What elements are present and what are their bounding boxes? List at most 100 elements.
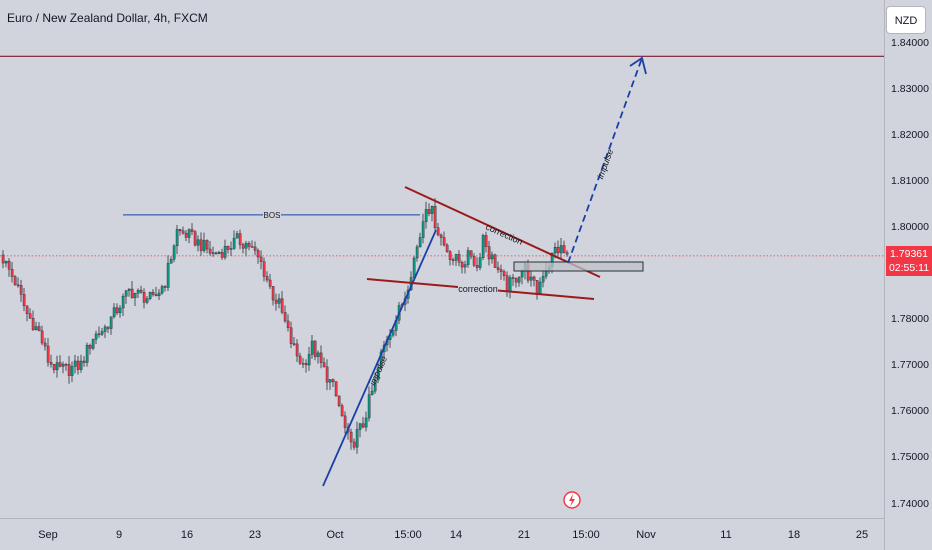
bearish-candle — [493, 254, 497, 268]
bearish-candle — [514, 278, 518, 283]
bullish-candle — [55, 362, 59, 371]
price-tick-label: 1.83000 — [891, 83, 929, 95]
bearish-candle — [352, 441, 356, 448]
bullish-candle — [277, 298, 281, 304]
bearish-candle — [268, 279, 272, 287]
projected-impulse-arrow — [567, 57, 643, 264]
time-tick-label: 15:00 — [394, 529, 422, 541]
bearish-candle — [535, 280, 539, 294]
price-countdown: 02:55:11 — [888, 262, 930, 274]
bullish-candle — [490, 254, 494, 260]
arrow-head-icon — [629, 56, 647, 75]
bearish-candle — [226, 246, 230, 250]
bearish-candle — [439, 234, 443, 238]
price-tick-label: 1.84000 — [891, 37, 929, 49]
bearish-candle — [427, 209, 431, 214]
time-tick-label: 15:00 — [572, 529, 600, 541]
correction-lower-label-bg — [458, 284, 498, 295]
bullish-candle — [328, 379, 332, 383]
bullish-candle — [355, 429, 359, 448]
bullish-candle — [529, 276, 533, 281]
bearish-candle — [193, 231, 197, 246]
bullish-candle — [136, 289, 140, 294]
bullish-candle — [415, 246, 419, 259]
bullish-candle — [148, 292, 152, 299]
price-tick-label: 1.82000 — [891, 129, 929, 141]
bearish-candle — [67, 364, 71, 376]
price-tick-label: 1.81000 — [891, 175, 929, 187]
bearish-candle — [304, 363, 308, 366]
bullish-candle — [229, 248, 233, 250]
bullish-candle — [73, 360, 77, 367]
bullish-candle — [166, 263, 170, 288]
price-tick-label: 1.75000 — [891, 451, 929, 463]
bearish-candle — [487, 246, 491, 260]
bullish-candle — [559, 245, 563, 254]
bearish-candle — [562, 245, 566, 253]
bearish-candle — [184, 232, 188, 238]
bullish-candle — [391, 330, 395, 336]
bullish-candle — [508, 277, 512, 292]
bearish-candle — [64, 364, 68, 366]
bearish-candle — [25, 305, 29, 314]
bearish-candle — [445, 244, 449, 252]
bearish-candle — [265, 276, 269, 281]
bearish-candle — [532, 276, 536, 281]
bullish-candle — [211, 252, 215, 254]
bullish-candle — [454, 254, 458, 261]
bullish-candle — [94, 333, 98, 340]
bullish-candle — [145, 298, 149, 303]
bullish-candle — [217, 252, 221, 254]
bearish-candle — [496, 267, 500, 270]
bearish-candle — [43, 342, 47, 347]
bearish-candle — [178, 229, 182, 232]
bullish-candle — [124, 290, 128, 297]
bos-label: BOS — [264, 211, 281, 220]
time-tick-label: 11 — [720, 529, 731, 541]
bearish-candle — [280, 298, 284, 313]
price-tick-label: 1.80000 — [891, 221, 929, 233]
bearish-candle — [88, 344, 92, 349]
bullish-candle — [244, 243, 248, 249]
chart-title: Euro / New Zealand Dollar, 4h, FXCM — [7, 11, 208, 25]
bearish-candle — [139, 289, 143, 293]
bullish-candle — [424, 209, 428, 222]
bullish-candle — [412, 257, 416, 278]
bearish-candle — [163, 286, 167, 288]
time-tick-label: 21 — [518, 529, 530, 541]
bearish-candle — [322, 362, 326, 368]
bearish-candle — [31, 318, 35, 331]
current-price-value: 1.79361 — [890, 248, 928, 260]
bearish-candle — [256, 250, 260, 258]
bearish-candle — [502, 271, 506, 276]
bullish-candle — [169, 259, 173, 264]
bearish-candle — [262, 261, 266, 277]
bullish-candle — [364, 417, 368, 428]
bullish-candle — [121, 296, 125, 309]
plot-area[interactable] — [0, 0, 884, 518]
bearish-candle — [49, 362, 53, 365]
bearish-candle — [286, 320, 290, 328]
bearish-candle — [214, 252, 218, 254]
bearish-candle — [331, 379, 335, 382]
bullish-candle — [85, 344, 89, 363]
bullish-candle — [103, 326, 107, 332]
bearish-candle — [313, 340, 317, 357]
bearish-candle — [484, 235, 488, 247]
bearish-candle — [205, 240, 209, 250]
bullish-candle — [79, 360, 83, 370]
bullish-candle — [310, 340, 314, 355]
price-tick-label: 1.77000 — [891, 359, 929, 371]
currency-button[interactable]: NZD — [886, 6, 926, 34]
bullish-candle — [538, 281, 542, 294]
bos-label-bg — [263, 208, 281, 220]
bearish-candle — [130, 288, 134, 299]
bearish-candle — [301, 363, 305, 365]
bearish-candle — [241, 244, 245, 249]
bearish-candle — [511, 277, 515, 279]
bullish-candle — [175, 229, 179, 247]
bearish-candle — [76, 360, 80, 370]
bullish-candle — [553, 247, 557, 254]
